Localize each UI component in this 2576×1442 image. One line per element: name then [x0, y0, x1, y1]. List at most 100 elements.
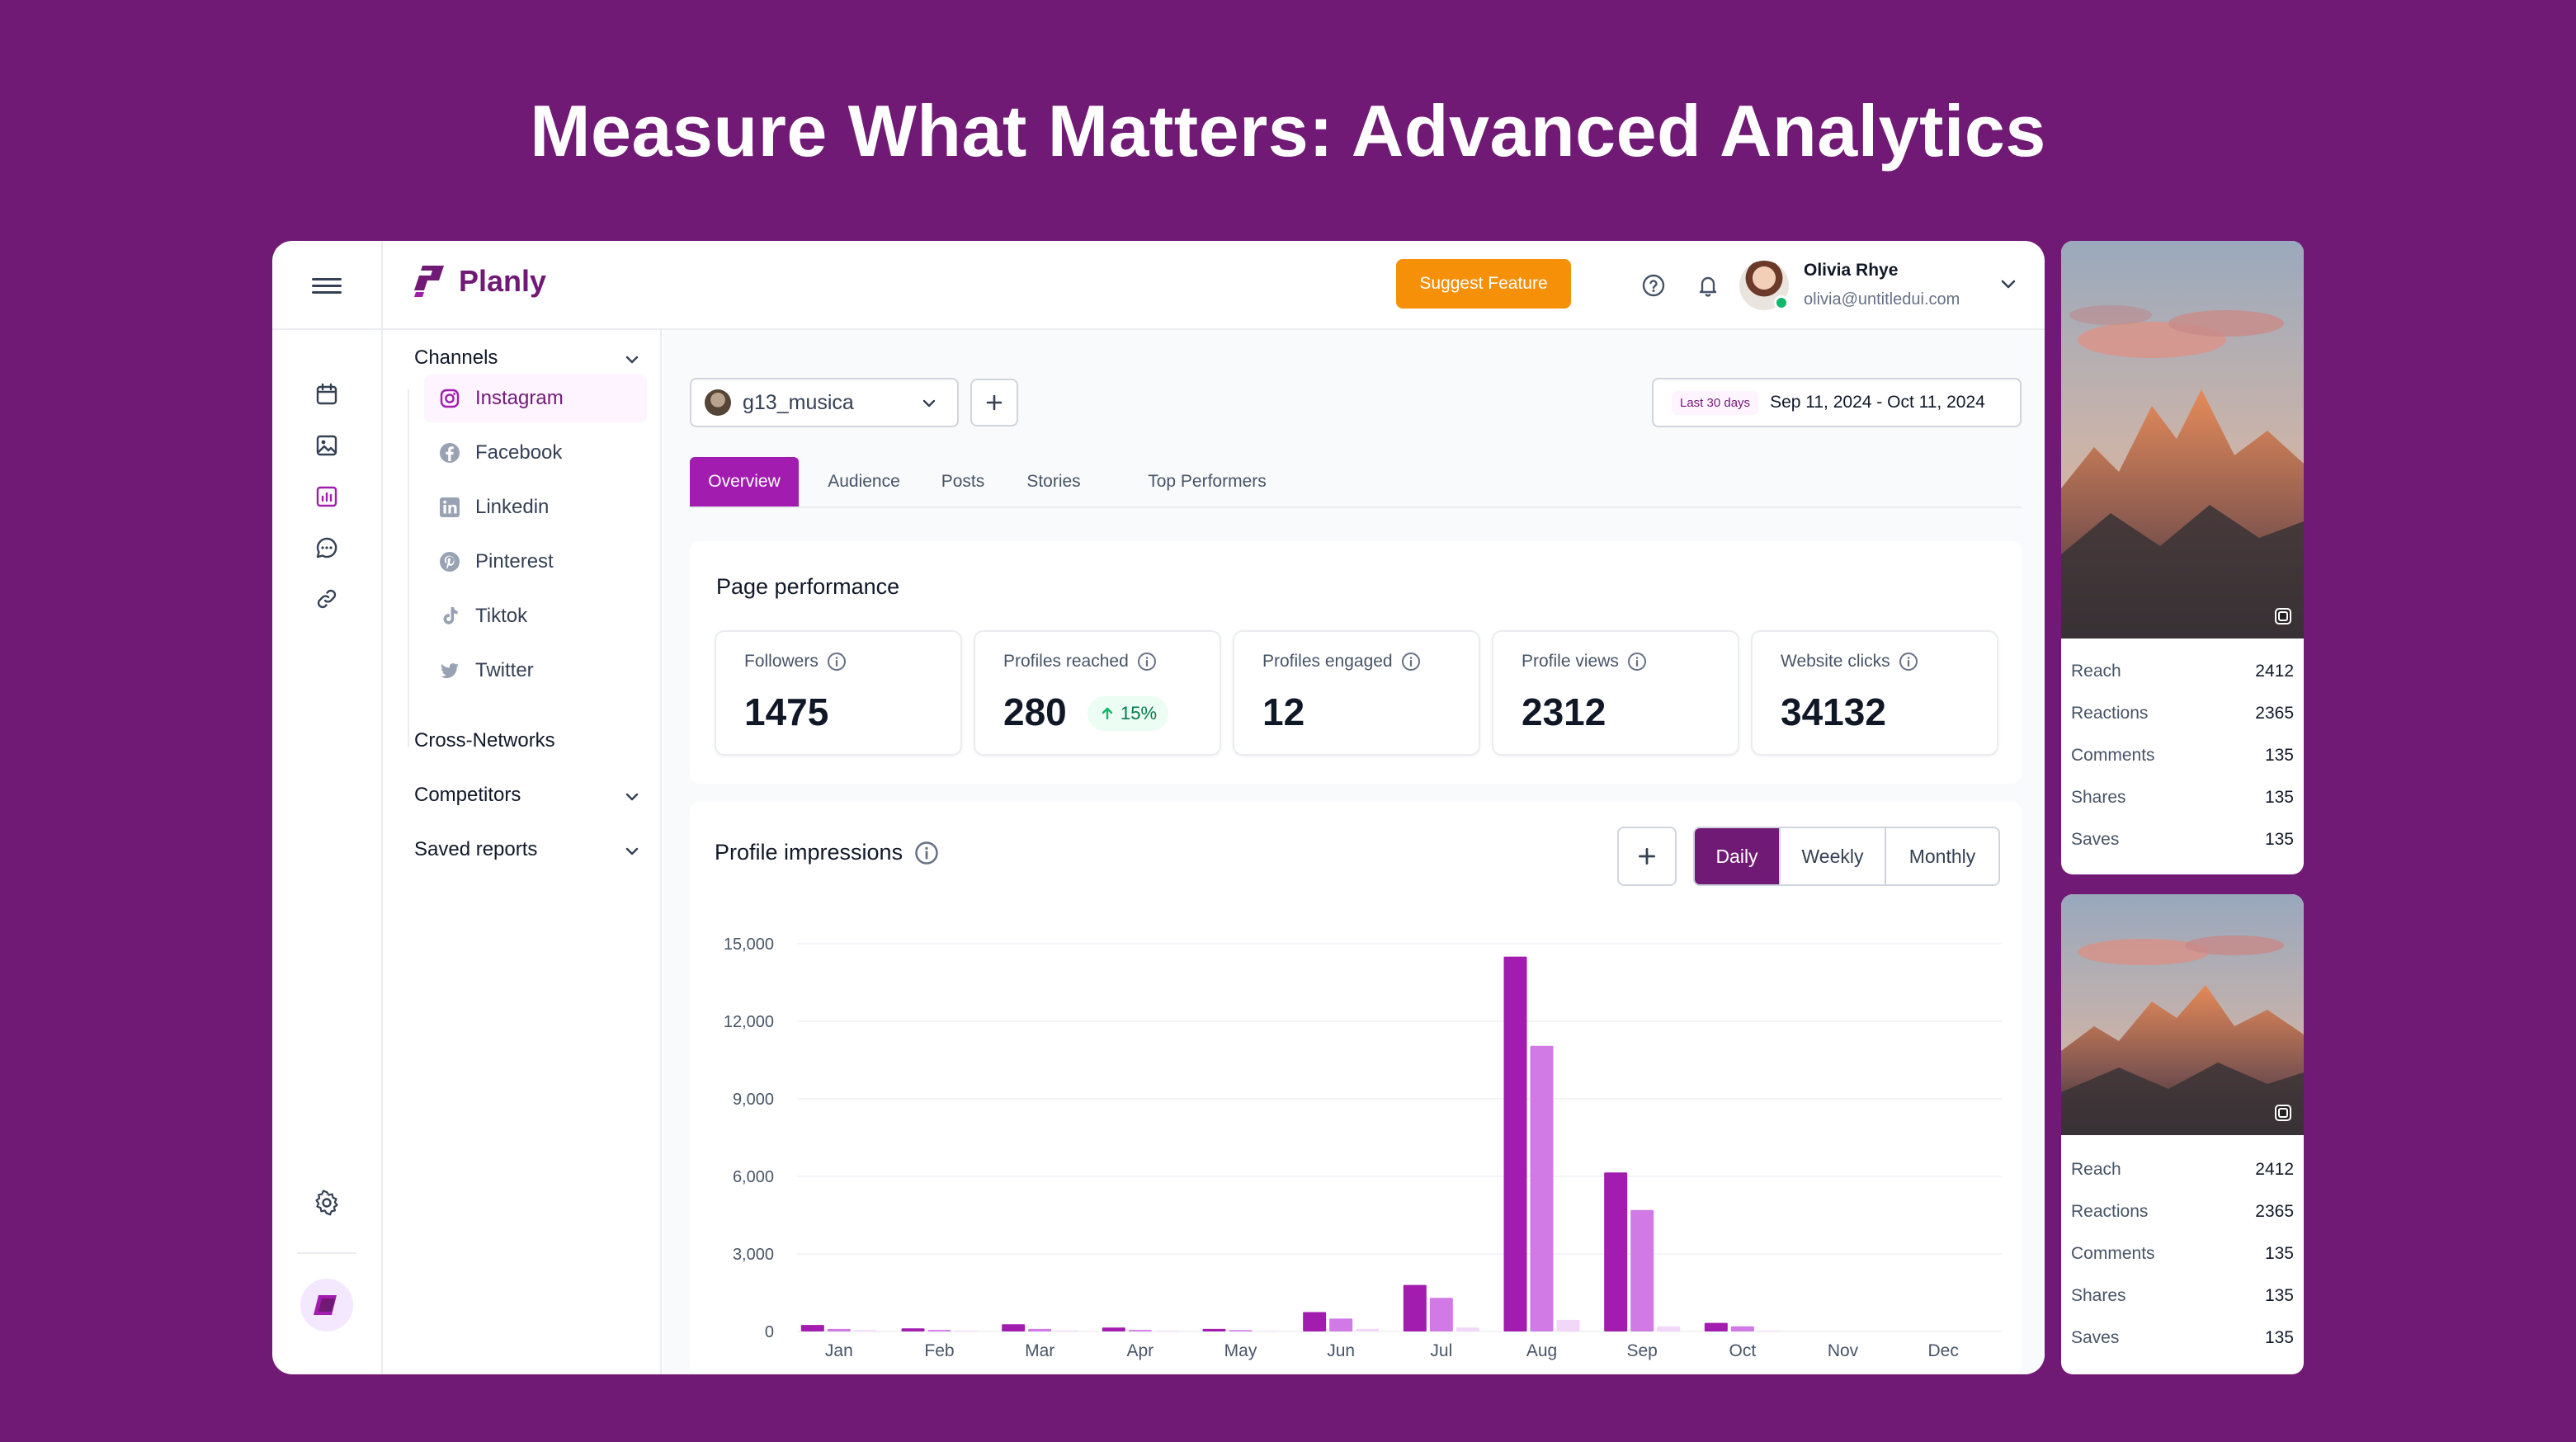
instagram-icon — [437, 386, 462, 411]
nav-item-twitter[interactable]: Twitter — [424, 647, 647, 695]
workspace-logo-icon[interactable] — [300, 1279, 353, 1331]
date-range-picker[interactable]: Last 30 days Sep 11, 2024 - Oct 11, 2024 — [1652, 378, 2022, 427]
bar — [1002, 1324, 1026, 1331]
date-range-badge: Last 30 days — [1672, 390, 1759, 415]
post-stat-row: Saves 135 — [2071, 830, 2294, 849]
bar — [1503, 956, 1527, 1331]
post-stat-row: Shares 135 — [2071, 788, 2294, 807]
chevron-down-icon — [919, 393, 939, 413]
post-stat-row: Saves 135 — [2071, 1328, 2294, 1347]
bar — [1229, 1330, 1253, 1331]
analytics-icon[interactable] — [310, 480, 343, 513]
post-image[interactable] — [2061, 894, 2304, 1135]
suggest-feature-button[interactable]: Suggest Feature — [1396, 259, 1571, 309]
x-tick-label: Nov — [1828, 1341, 1859, 1360]
period-weekly-button[interactable]: Weekly — [1781, 828, 1886, 884]
chevron-down-icon[interactable] — [1993, 269, 2023, 299]
x-tick-label: Oct — [1729, 1341, 1756, 1360]
x-tick-label: Jun — [1327, 1341, 1355, 1360]
bar — [827, 1328, 851, 1331]
arrow-up-icon — [1102, 707, 1113, 720]
metric-label: Followers — [744, 652, 847, 672]
add-account-button[interactable] — [970, 379, 1018, 426]
calendar-icon[interactable] — [310, 378, 343, 411]
carousel-icon — [2272, 606, 2294, 627]
tab-stories[interactable]: Stories — [1026, 472, 1081, 491]
nav-item-tiktok[interactable]: Tiktok — [424, 592, 647, 640]
menu-icon[interactable] — [312, 271, 342, 300]
chevron-down-icon[interactable] — [622, 841, 642, 861]
period-monthly-button[interactable]: Monthly — [1908, 845, 1976, 867]
tab-top-performers[interactable]: Top Performers — [1148, 472, 1267, 491]
tab-overview[interactable]: Overview — [690, 457, 799, 507]
y-tick-label: 15,000 — [724, 935, 774, 954]
mountain-photo — [2061, 241, 2304, 639]
profile-impressions-card: Profile impressions Daily Weekly Monthly… — [690, 802, 2022, 1374]
chat-icon[interactable] — [310, 531, 343, 564]
nav-item-pinterest[interactable]: Pinterest — [424, 538, 647, 586]
chevron-down-icon[interactable] — [622, 350, 642, 370]
bar — [1730, 1326, 1754, 1331]
metric-label: Profile views — [1522, 652, 1647, 672]
trend-badge: 15% — [1087, 696, 1169, 731]
nav-cross-networks[interactable]: Cross-Networks — [414, 729, 555, 752]
metric-profile-views: Profile views 2312 — [1492, 630, 1739, 756]
metric-profiles-reached: Profiles reached 280 15% — [974, 630, 1221, 756]
date-range-text: Sep 11, 2024 - Oct 11, 2024 — [1770, 393, 1985, 412]
nav-item-instagram[interactable]: Instagram — [424, 375, 647, 422]
nav-competitors[interactable]: Competitors — [414, 784, 521, 806]
period-daily-button[interactable]: Daily — [1695, 828, 1781, 884]
chevron-down-icon[interactable] — [622, 787, 642, 807]
page-performance-title: Page performance — [716, 574, 900, 599]
nav-item-label: Twitter — [475, 659, 534, 681]
account-name: g13_musica — [743, 390, 854, 414]
tiktok-icon — [437, 604, 462, 629]
metric-value: 2312 — [1522, 690, 1606, 733]
page-performance-card: Page performance Followers 1475 Profiles… — [690, 541, 2022, 784]
bar — [1630, 1209, 1654, 1331]
account-select[interactable]: g13_musica — [690, 378, 959, 427]
brand-name: Planly — [459, 264, 547, 298]
info-icon — [827, 653, 846, 671]
metric-value: 12 — [1262, 690, 1305, 733]
settings-icon[interactable] — [310, 1186, 343, 1219]
image-icon[interactable] — [310, 429, 343, 462]
period-toggle: Daily Weekly Monthly — [1693, 827, 2000, 886]
metric-label: Profiles reached — [1003, 652, 1157, 672]
bar — [1604, 1172, 1628, 1331]
nav-channels-header[interactable]: Channels — [414, 346, 498, 369]
bar — [1102, 1327, 1125, 1331]
bar — [1429, 1298, 1453, 1331]
post-image[interactable] — [2061, 241, 2304, 639]
mountain-photo — [2061, 894, 2304, 1135]
tab-posts[interactable]: Posts — [941, 472, 985, 491]
x-tick-label: Jul — [1430, 1341, 1452, 1360]
info-icon[interactable] — [914, 841, 939, 865]
nav-saved-reports[interactable]: Saved reports — [414, 838, 538, 860]
post-card[interactable]: Reach 2412 Reactions 2365 Comments 135 Shar… — [2061, 241, 2304, 874]
post-stat-row: Comments 135 — [2071, 746, 2294, 765]
help-icon[interactable] — [1639, 271, 1668, 300]
post-stat-row: Reach 2412 — [2071, 1160, 2294, 1179]
y-tick-label: 0 — [765, 1323, 774, 1341]
link-icon[interactable] — [310, 582, 343, 615]
bar — [1303, 1312, 1327, 1331]
main-content: g13_musica Last 30 days Sep 11, 2024 - O… — [663, 330, 2045, 1374]
online-status-dot — [1774, 295, 1789, 310]
nav-item-linkedin[interactable]: Linkedin — [424, 483, 647, 531]
post-card[interactable]: Reach 2412 Reactions 2365 Comments 135 Shar… — [2061, 894, 2304, 1374]
x-tick-label: Sep — [1626, 1341, 1657, 1360]
metric-label: Profiles engaged — [1262, 652, 1421, 672]
bar — [1202, 1328, 1226, 1331]
rail-separator — [297, 1252, 356, 1254]
nav-item-facebook[interactable]: Facebook — [424, 429, 647, 477]
post-stat-row: Reactions 2365 — [2071, 704, 2294, 723]
tab-audience[interactable]: Audience — [828, 472, 900, 491]
brand-logo[interactable]: Planly — [411, 262, 546, 300]
bell-icon[interactable] — [1693, 271, 1723, 300]
add-chart-button[interactable] — [1617, 827, 1677, 886]
info-icon — [1899, 653, 1918, 671]
metric-value: 34132 — [1781, 690, 1886, 733]
y-tick-label: 3,000 — [733, 1246, 774, 1264]
post-stat-row: Shares 135 — [2071, 1286, 2294, 1305]
